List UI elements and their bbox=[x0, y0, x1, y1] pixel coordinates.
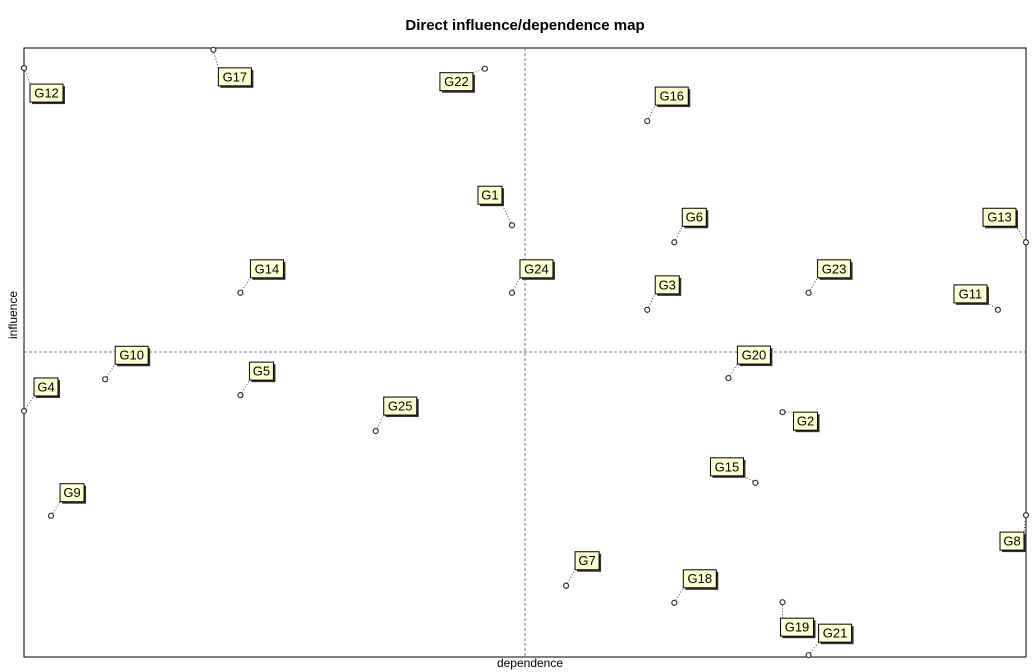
point bbox=[805, 289, 812, 296]
point-label: G7 bbox=[578, 553, 595, 568]
point bbox=[237, 289, 244, 296]
point-label: G3 bbox=[659, 277, 676, 292]
label-box bbox=[217, 67, 252, 87]
label-box bbox=[793, 411, 819, 431]
point-label: G15 bbox=[715, 459, 740, 474]
point-label: G8 bbox=[1003, 534, 1020, 549]
label-box bbox=[654, 275, 680, 295]
point bbox=[725, 374, 732, 382]
point-label: G2 bbox=[797, 414, 814, 429]
label-box bbox=[817, 259, 852, 279]
leader-line bbox=[501, 204, 513, 226]
label-box bbox=[33, 377, 59, 397]
label-box bbox=[248, 361, 274, 381]
point bbox=[671, 239, 678, 246]
leader-line bbox=[986, 302, 999, 311]
label-box bbox=[953, 284, 988, 304]
label-box bbox=[681, 207, 707, 227]
point-label: G4 bbox=[37, 379, 54, 394]
point-label: G1 bbox=[481, 188, 498, 203]
label-box bbox=[654, 86, 689, 106]
point-label: G16 bbox=[659, 89, 684, 104]
point-label: G24 bbox=[524, 261, 549, 276]
point bbox=[644, 306, 651, 313]
label-box bbox=[818, 623, 853, 643]
label-box bbox=[29, 83, 64, 103]
point-label: G19 bbox=[785, 620, 810, 635]
point-label: G5 bbox=[253, 364, 270, 379]
point-label: G22 bbox=[444, 74, 469, 89]
point bbox=[237, 392, 244, 399]
label-box bbox=[982, 207, 1017, 227]
label-box bbox=[519, 259, 554, 279]
leader-line bbox=[472, 68, 486, 74]
point bbox=[372, 427, 379, 435]
point bbox=[562, 582, 570, 589]
point-label: G11 bbox=[959, 286, 983, 301]
label-box bbox=[477, 185, 503, 205]
label-box bbox=[999, 531, 1025, 551]
point-label: G14 bbox=[255, 261, 280, 276]
label-box bbox=[682, 569, 717, 589]
leader-line bbox=[1015, 226, 1027, 243]
point-label: G10 bbox=[119, 348, 144, 363]
label-box bbox=[59, 483, 85, 503]
label-box bbox=[709, 457, 744, 477]
point-label: G12 bbox=[34, 86, 59, 101]
label-box bbox=[249, 259, 284, 279]
point bbox=[752, 479, 759, 486]
label-box bbox=[736, 345, 771, 365]
point-label: G18 bbox=[688, 571, 713, 586]
point bbox=[20, 64, 28, 72]
point-label: G6 bbox=[686, 210, 703, 225]
point-label: G17 bbox=[223, 69, 248, 84]
point bbox=[805, 652, 812, 659]
point bbox=[779, 599, 786, 606]
chart-title: Direct influence/dependence map bbox=[405, 17, 644, 34]
point-label: G21 bbox=[823, 626, 848, 641]
label-box bbox=[439, 72, 474, 92]
point-label: G13 bbox=[987, 210, 1012, 225]
y-axis-label: influence bbox=[6, 291, 20, 339]
point-label: G9 bbox=[63, 485, 80, 500]
point bbox=[481, 65, 489, 72]
label-box bbox=[574, 551, 600, 571]
point bbox=[1022, 512, 1030, 519]
point bbox=[644, 117, 651, 125]
point bbox=[994, 306, 1002, 313]
label-box bbox=[114, 345, 149, 365]
label-box bbox=[383, 396, 418, 416]
point bbox=[508, 289, 516, 296]
point-label: G20 bbox=[742, 348, 767, 363]
x-axis-label: dependence bbox=[497, 656, 563, 670]
point bbox=[779, 409, 786, 416]
point bbox=[1022, 239, 1030, 246]
point bbox=[102, 376, 109, 383]
leader-line bbox=[212, 49, 219, 68]
label-box bbox=[780, 617, 815, 637]
point bbox=[508, 222, 516, 229]
point bbox=[671, 599, 678, 606]
point bbox=[47, 512, 55, 519]
point bbox=[210, 46, 217, 53]
point-label: G23 bbox=[822, 261, 847, 276]
point bbox=[20, 407, 28, 415]
leader-line bbox=[743, 475, 756, 484]
point-label: G25 bbox=[388, 398, 413, 413]
